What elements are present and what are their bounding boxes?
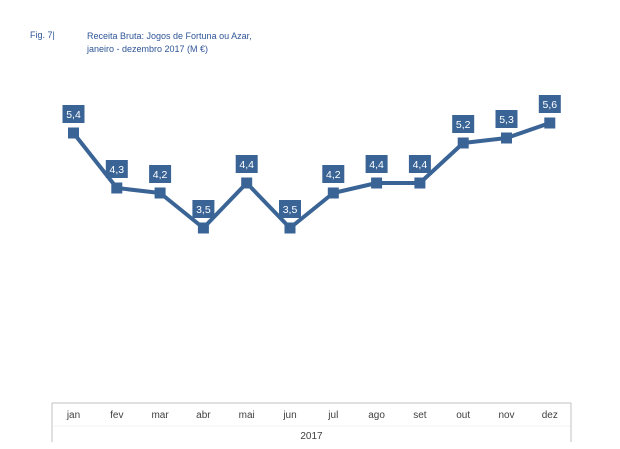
data-label: 3,5 [196,204,211,216]
x-tick-label: jan [66,410,80,421]
data-label: 5,2 [456,119,471,131]
x-tick-label: jun [282,410,296,421]
data-label-box [279,200,301,218]
data-label: 4,3 [109,164,124,176]
x-tick-label: dez [542,410,558,421]
x-tick-label: ago [368,410,385,421]
data-label: 4,4 [413,159,428,171]
x-tick-label: abr [196,410,211,421]
data-point-marker [371,177,383,189]
data-point-marker [501,132,512,144]
data-label-box [235,155,258,173]
x-tick-label: mar [151,410,169,421]
data-label: 4,2 [153,169,168,181]
x-tick-label: out [456,410,470,421]
x-tick-label: fev [110,410,123,421]
data-point-marker [414,177,426,189]
data-point-marker [68,127,79,139]
data-label-box [538,95,561,113]
chart-title-line-2: janeiro - dezembro 2017 (M €) [87,44,209,54]
data-label: 3,5 [283,204,298,216]
data-point-marker [284,222,296,234]
x-tick-label: nov [498,410,514,421]
data-point-marker [327,187,339,199]
data-point-marker [111,182,123,194]
data-label: 4,4 [369,159,384,171]
data-labels: 5,4 4,3 4,2 3,5 4,4 3,5 4,2 4,4 4,4 5,2 5,3 5,6 [62,95,561,218]
data-label-box [62,105,85,123]
x-axis-group-label: 2017 [300,431,323,442]
data-label-box [408,155,431,173]
series [68,117,556,234]
data-label-box [105,160,128,178]
data-label: 4,4 [239,159,254,171]
data-label: 5,3 [499,114,514,126]
data-label: 4,2 [326,169,341,181]
x-tick-label: set [413,410,427,421]
data-label-box [322,165,345,183]
data-label-box [495,110,518,128]
chart-title-line-1: Receita Bruta: Jogos de Fortuna ou Azar, [87,31,252,41]
chart-title: Receita Bruta: Jogos de Fortuna ou Azar,… [87,30,252,56]
x-axis: jan fev mar abr mai jun jul ago set out nov dez 2017 [51,402,572,442]
data-label-box [452,115,475,133]
data-point-marker [457,137,469,149]
data-label-box [365,155,388,173]
figure-label: Fig. 7| [30,30,55,40]
x-tick-label: jul [327,410,338,421]
data-label: 5,4 [66,109,81,121]
data-label: 5,6 [542,99,557,111]
data-label-box [192,200,215,218]
data-point-marker [544,117,556,129]
data-point-marker [241,177,253,189]
x-tick-label: mai [239,410,255,421]
data-point-marker [154,187,166,199]
series-line [71,121,552,230]
data-point-marker [197,222,209,234]
data-label-box [149,165,172,183]
